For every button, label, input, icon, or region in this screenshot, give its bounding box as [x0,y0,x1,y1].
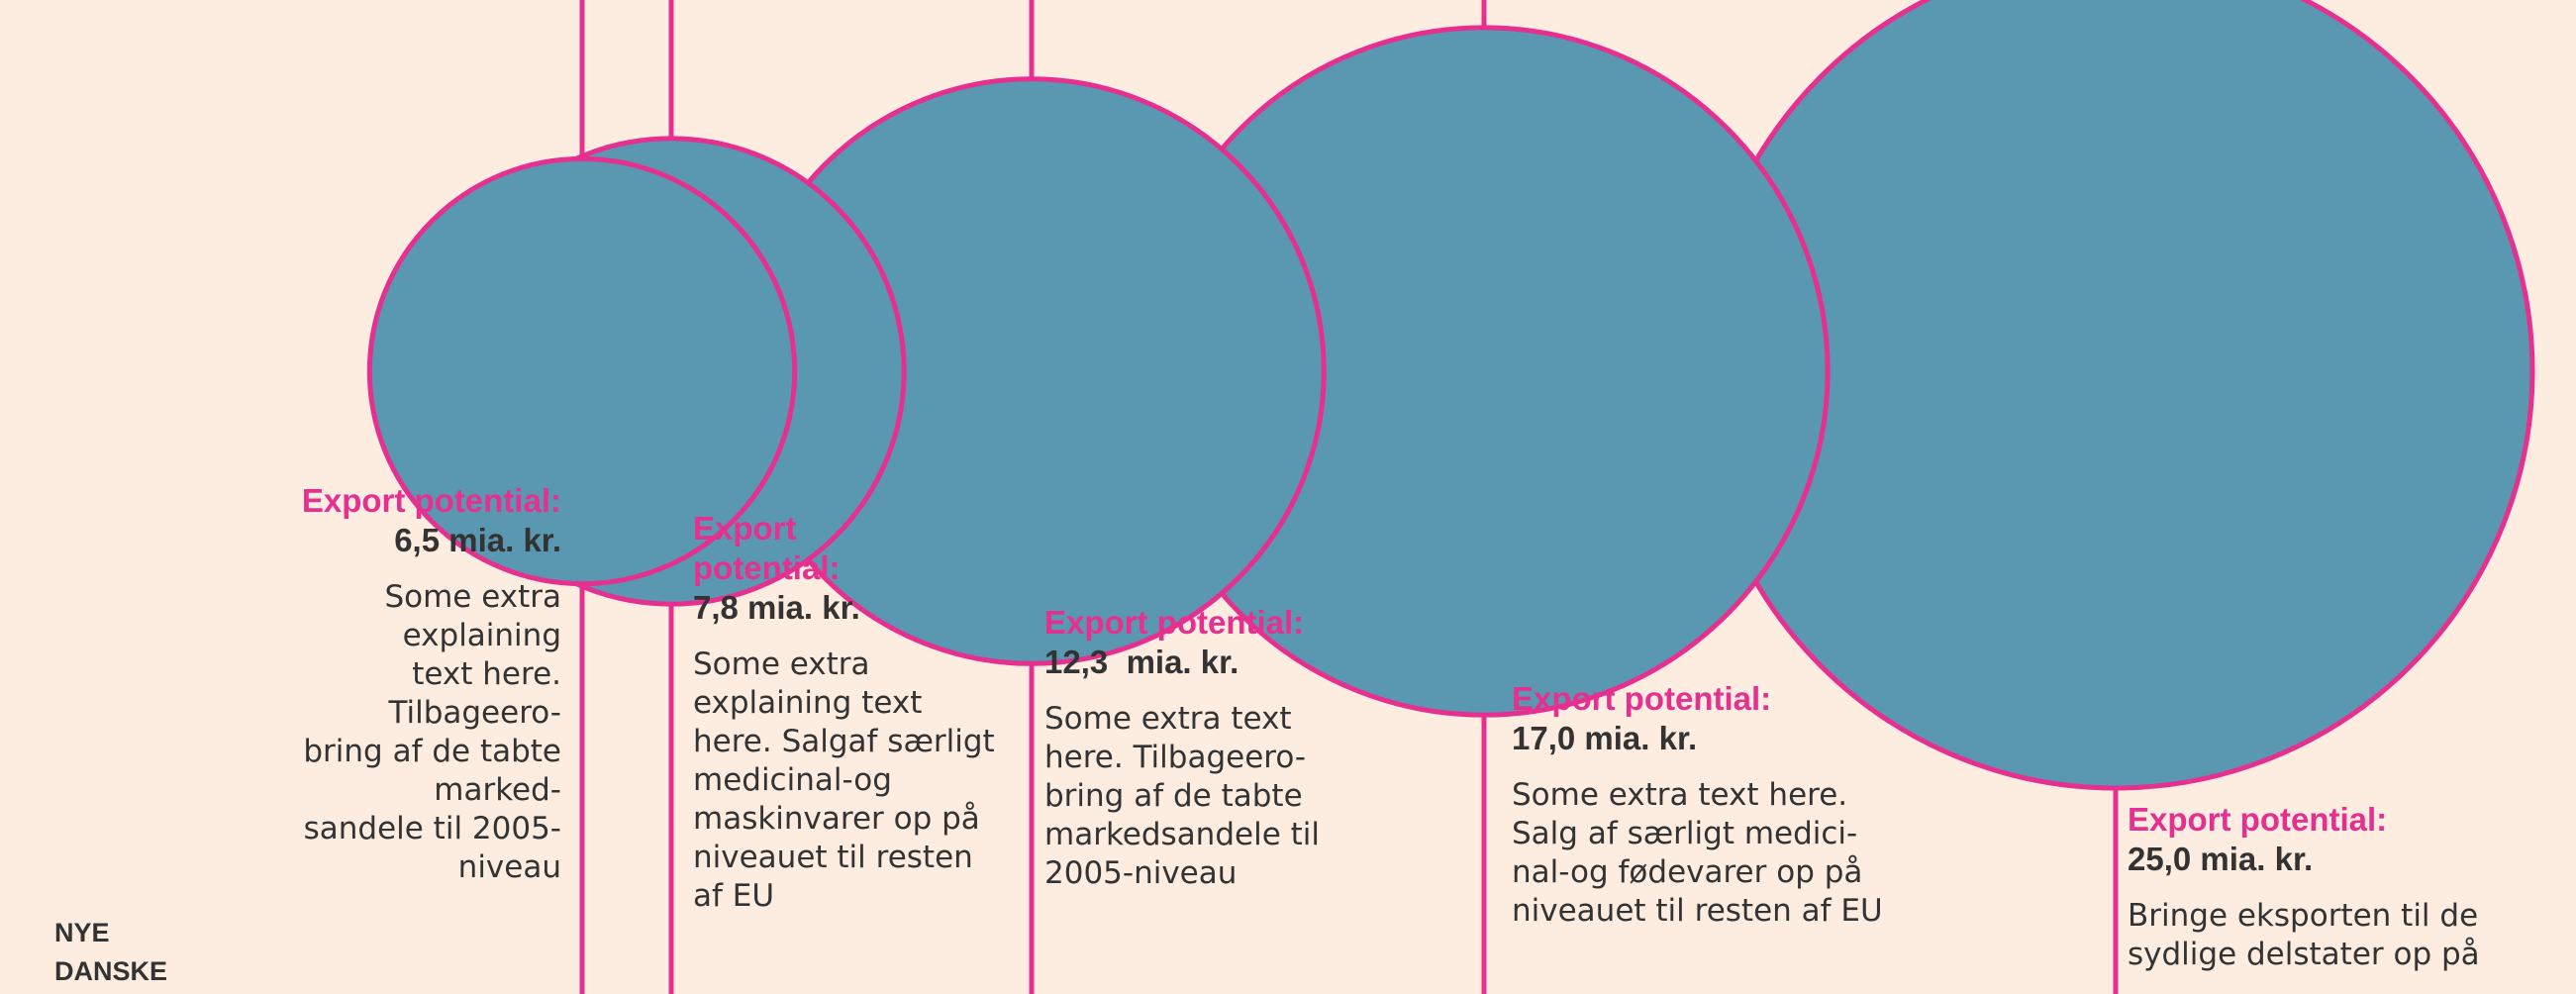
export-label-2: Export potential: [693,510,841,586]
export-label-4: Export potential: [1512,680,1772,717]
export-description-1: Some extra explaining text here. Tilbage… [303,579,561,885]
item-text-5: Export potential: 25,0 mia. kr. Bringe e… [2128,800,2543,974]
item-text-4: Export potential: 17,0 mia. kr. Some ext… [1512,679,1928,931]
export-value-5: 25,0 mia. kr. [2128,841,2314,877]
export-label-5: Export potential: [2128,801,2388,838]
export-label-1: Export potential: [301,482,561,519]
export-value-3: 12,3 mia. kr. [1044,644,1239,680]
export-value-4: 17,0 mia. kr. [1512,720,1698,756]
export-description-2: Some extra explaining text here. Salgaf … [693,646,995,914]
export-description-3: Some extra text here. Tilbageero- bring … [1044,701,1321,891]
bubbles [366,0,2535,791]
export-value-1: 6,5 mia. kr. [394,522,561,558]
item-text-1: Export potential: 6,5 mia. kr. Some extr… [235,481,561,887]
bubble-1 [366,155,798,587]
export-value-2: 7,8 mia. kr. [693,589,860,626]
item-text-3: Export potential: 12,3 mia. kr. Some ext… [1044,603,1381,893]
export-label-3: Export potential: [1044,604,1305,641]
export-description-5: Bringe eksporten til de sydlige delstate… [2128,898,2480,972]
item-text-2: Export potential: 7,8 mia. kr. Some extr… [693,509,1020,916]
brand-logo-text: NYE DANSKE [54,918,168,986]
export-description-4: Some extra text here. Salg af særligt me… [1512,777,1883,929]
connector-lines [579,0,2119,994]
